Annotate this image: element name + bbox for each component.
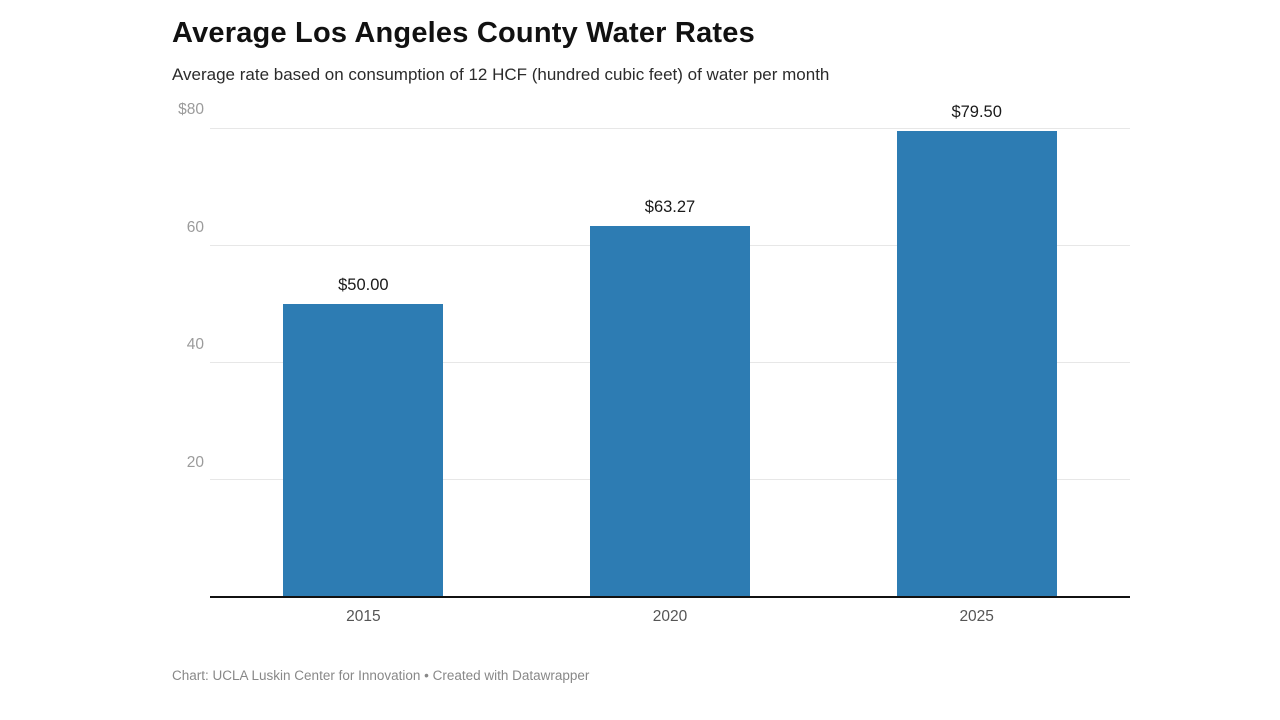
bar-value-label: $50.00 [338,275,389,294]
x-tick-label: 2015 [346,608,381,625]
bar-slot: $63.27 [517,128,824,596]
chart-plot-wrapper: 20 40 60 $80 $50.00 $63.27 $79.50 [172,101,1130,598]
chart-container: Average Los Angeles County Water Rates A… [172,14,1130,683]
x-axis: 2015 2020 2025 [210,608,1130,626]
gridline [210,128,1130,129]
bar [283,303,444,596]
bar [896,130,1057,596]
y-axis: 20 40 60 $80 [172,101,210,598]
bar-slot: $79.50 [823,103,1130,596]
chart-source-note: Chart: UCLA Luskin Center for Innovation… [172,668,590,683]
chart-subtitle: Average rate based on consumption of 12 … [172,65,830,84]
bar-value-label: $79.50 [951,102,1002,121]
bar-slot: $50.00 [210,128,517,596]
x-tick-label: 2020 [652,608,688,625]
x-tick-label: 2025 [959,608,994,625]
y-tick-label: 20 [186,453,204,471]
plot-area: $50.00 $63.27 $79.50 [210,103,1130,598]
bar-series: $50.00 $63.27 $79.50 [210,103,1130,596]
y-tick-label: $80 [178,101,204,119]
y-tick-label: 40 [186,336,204,354]
y-tick-label: 60 [186,218,204,236]
bar [590,225,750,596]
bar-value-label: $63.27 [644,197,696,216]
chart-title: Average Los Angeles County Water Rates [172,17,755,49]
